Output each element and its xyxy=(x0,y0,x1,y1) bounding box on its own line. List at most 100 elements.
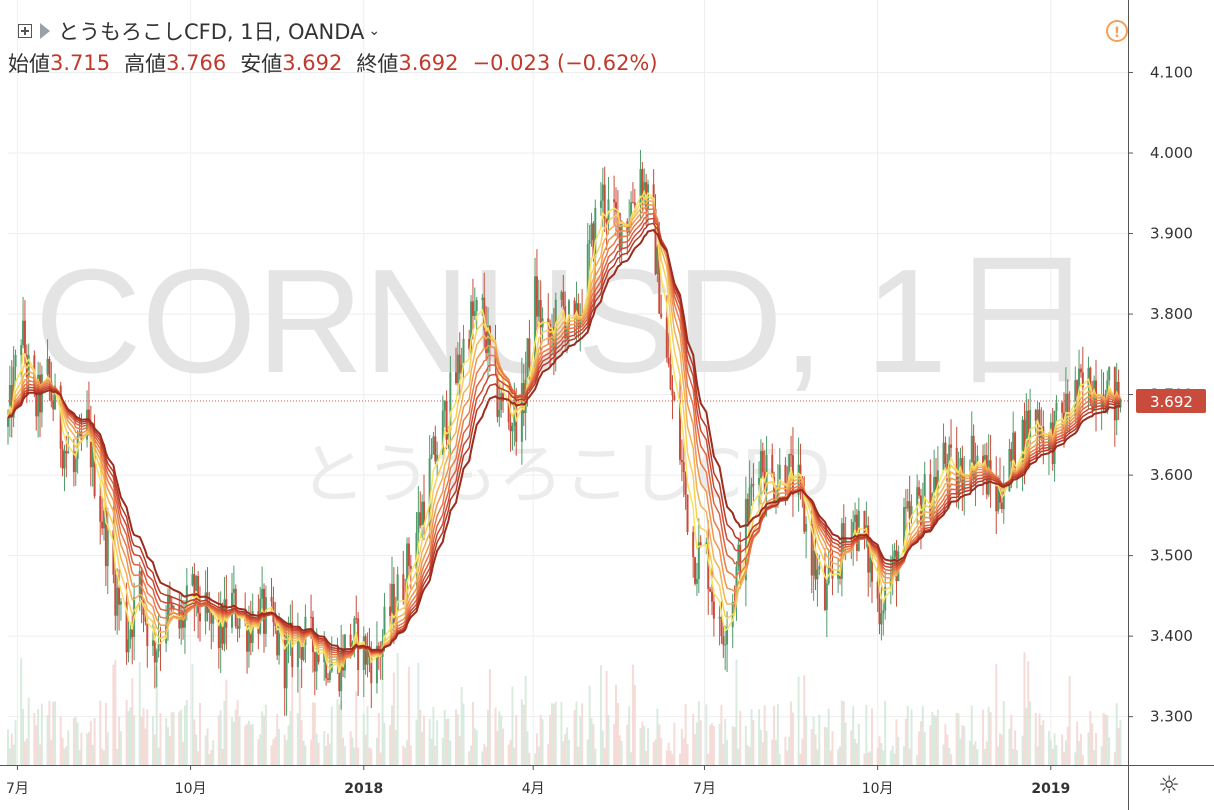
volume-bar xyxy=(645,750,648,765)
candle-body xyxy=(112,530,115,575)
volume-bar xyxy=(705,704,708,765)
candle-body xyxy=(1117,381,1120,408)
candle-body xyxy=(995,481,998,512)
candle-body xyxy=(842,523,845,542)
candle-body xyxy=(54,385,57,410)
volume-bar xyxy=(712,726,715,765)
candle-body xyxy=(396,574,399,610)
volume-bar xyxy=(249,724,252,765)
volume-bar xyxy=(394,729,397,765)
symbol-title[interactable]: とうもろこしCFD, 1日, OANDA xyxy=(58,20,365,44)
candle-body xyxy=(434,436,437,462)
alert-icon[interactable]: ! xyxy=(1106,20,1128,42)
volume-bar xyxy=(575,701,578,765)
candle-body xyxy=(778,464,781,486)
volume-bar xyxy=(942,744,945,765)
candle-body xyxy=(1074,380,1077,416)
volume-bar xyxy=(407,666,410,765)
candle-body xyxy=(313,652,316,672)
volume-bar xyxy=(458,735,461,765)
volume-bar xyxy=(825,727,828,765)
volume-bar xyxy=(263,715,265,765)
volume-bar xyxy=(167,727,169,765)
volume-bar xyxy=(289,711,292,765)
candle-body xyxy=(206,592,209,613)
candle-body xyxy=(441,410,444,455)
volume-bar xyxy=(483,744,486,765)
volume-bar xyxy=(355,691,358,765)
volume-bar xyxy=(639,728,642,765)
candle-body xyxy=(199,613,201,622)
candle-body xyxy=(656,246,659,275)
volume-bar xyxy=(869,751,872,765)
volume-bar xyxy=(748,747,751,765)
candle-body xyxy=(594,207,597,259)
volume-bar xyxy=(776,704,779,765)
candle-body xyxy=(891,556,894,579)
candle-body xyxy=(1108,367,1111,381)
volume-bar xyxy=(379,752,382,765)
volume-bar xyxy=(884,700,887,765)
candle-body xyxy=(99,496,102,522)
volume-bar xyxy=(285,740,288,765)
candle-body xyxy=(950,444,953,448)
candle-body xyxy=(488,325,491,347)
candle-body xyxy=(923,474,926,508)
volume-bar xyxy=(739,710,742,765)
volume-bar xyxy=(1066,726,1069,765)
volume-bar xyxy=(212,740,215,765)
candle-body xyxy=(389,606,392,616)
volume-bar xyxy=(25,738,28,765)
candle-body xyxy=(601,184,604,201)
volume-bar xyxy=(336,699,339,765)
candle-body xyxy=(972,435,975,479)
candle-body xyxy=(1079,368,1082,373)
volume-bar xyxy=(906,705,909,765)
volume-bar xyxy=(654,739,657,765)
chevron-down-icon[interactable]: ⌄ xyxy=(368,23,381,39)
candle-body xyxy=(353,618,356,643)
candle-body xyxy=(217,615,220,649)
volume-bar xyxy=(528,752,531,765)
volume-bar xyxy=(389,724,392,765)
volume-bar xyxy=(871,708,873,765)
volume-bar xyxy=(74,716,77,765)
settings-gear-icon[interactable]: ☼ xyxy=(1158,771,1180,799)
volume-bar xyxy=(771,739,774,765)
volume-bar xyxy=(586,739,589,765)
candle-body xyxy=(904,507,907,509)
watermark-name: とうもろこしCFD xyxy=(300,436,831,513)
collapse-plus-icon[interactable] xyxy=(18,24,32,38)
volume-bar xyxy=(758,709,761,765)
flag-icon[interactable] xyxy=(40,23,50,39)
volume-bar xyxy=(633,684,636,765)
candle-body xyxy=(349,634,352,647)
candle-body xyxy=(590,223,593,241)
volume-bar xyxy=(485,746,488,765)
candle-body xyxy=(560,291,563,300)
volume-bar xyxy=(146,709,149,765)
volume-bar xyxy=(605,670,608,765)
candle-body xyxy=(455,372,457,384)
candle-body xyxy=(496,366,499,417)
volume-bar xyxy=(865,705,868,765)
candle-body xyxy=(790,454,793,456)
candle-body xyxy=(810,524,813,576)
volume-bar xyxy=(381,655,384,765)
candle-body xyxy=(739,544,742,581)
candle-body xyxy=(23,320,26,355)
volume-bar xyxy=(236,700,239,765)
candle-body xyxy=(296,626,299,668)
candle-body xyxy=(825,583,828,610)
volume-bar xyxy=(142,708,145,765)
candle-body xyxy=(460,364,463,374)
candle-body xyxy=(456,354,459,384)
volume-bar xyxy=(103,750,105,765)
volume-bar xyxy=(1106,715,1109,765)
volume-bar xyxy=(684,703,687,765)
candle-body xyxy=(520,383,523,442)
volume-bar xyxy=(144,728,147,765)
volume-bar xyxy=(968,740,971,765)
volume-bar xyxy=(539,714,542,765)
